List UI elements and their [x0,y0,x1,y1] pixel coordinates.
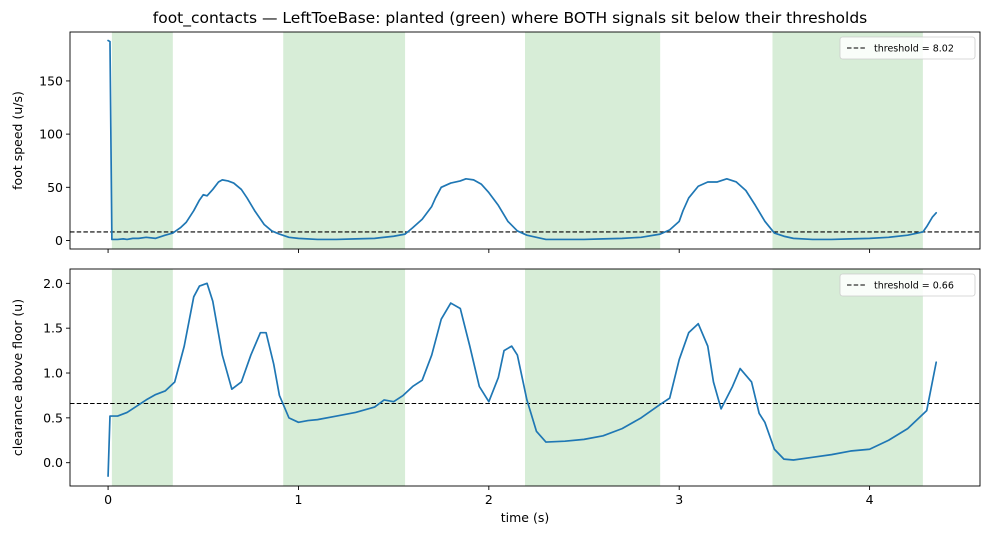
clearance-panel: 0 1 2 3 4 0.0 0.5 1.0 1.5 2.0 clearance above floo… [10,268,981,525]
axes-frame [69,31,981,250]
legend-label: threshold = 8.02 [874,44,954,55]
x-tick-label: 3 [675,492,683,507]
legend-box [839,273,976,297]
planted-span [772,269,923,486]
x-axis-label: time (s) [501,510,549,525]
planted-span [772,32,923,249]
planted-span [525,269,661,486]
y-tick-label: 0.0 [43,455,63,470]
planted-span [525,32,661,249]
planted-span [111,269,173,486]
y-tick-label: 0 [55,233,63,248]
y-axis-label: clearance above floor (u) [10,299,25,456]
series-line [107,39,938,241]
legend-label: threshold = 0.66 [874,281,954,292]
x-tick-label: 0 [104,492,112,507]
y-tick-label: 150 [39,73,63,88]
series-line [107,282,938,477]
legend: threshold = 8.02 [839,36,976,60]
legend-box [839,36,976,60]
figure-title: foot_contacts — LeftToeBase: planted (gr… [153,9,868,28]
y-tick-label: 50 [47,180,63,195]
x-tick-label: 1 [294,492,302,507]
planted-span [283,269,406,486]
x-tick-label: 4 [866,492,874,507]
speed-panel: 0 50 100 150 foot speed (u/s) threshold = 8.0… [10,31,981,253]
y-tick-label: 1.5 [43,321,63,336]
y-tick-label: 1.0 [43,366,63,381]
legend: threshold = 0.66 [839,273,976,297]
y-axis-label: foot speed (u/s) [10,91,25,190]
y-tick-label: 2.0 [43,276,63,291]
axes-frame [69,268,981,487]
planted-span [111,32,173,249]
y-tick-label: 0.5 [43,410,63,425]
y-tick-label: 100 [39,127,63,142]
planted-span [283,32,406,249]
x-tick-label: 2 [485,492,493,507]
